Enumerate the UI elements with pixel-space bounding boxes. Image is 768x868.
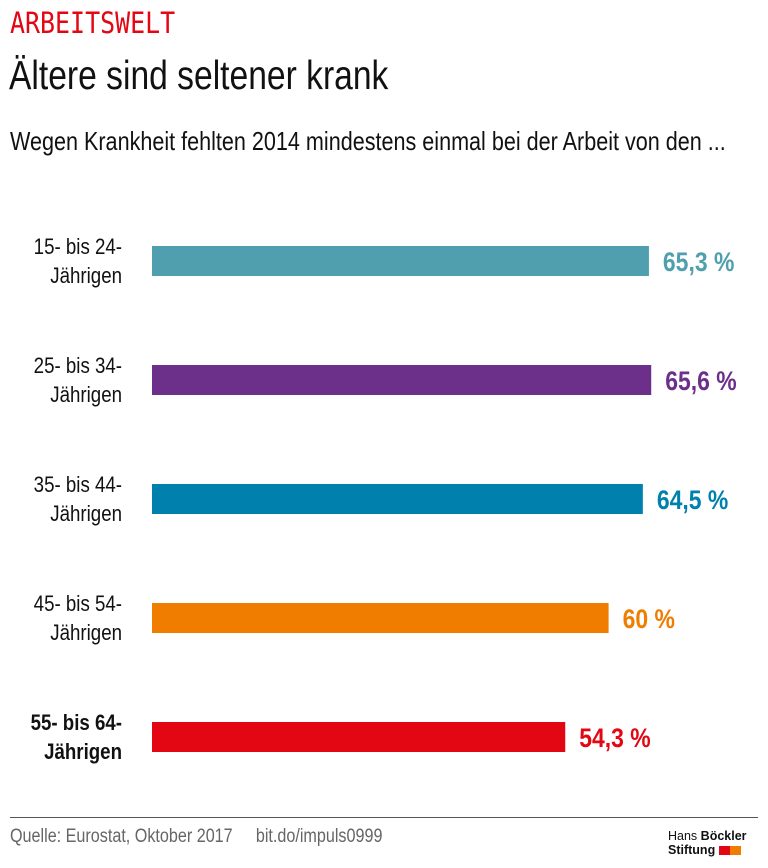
value-label: 54,3 %: [579, 723, 650, 753]
bar: [152, 484, 643, 514]
hans-boeckler-stiftung-logo: Hans Böckler Stiftung: [668, 829, 747, 857]
category-label: 25- bis 34-: [34, 355, 122, 379]
category-label: Jährigen: [50, 265, 122, 289]
bar-chart: 15- bis 24- Jährigen 65,3 % 25- bis 34- Jähr…: [31, 236, 737, 765]
source-text: Quelle: Eurostat, Oktober 2017: [10, 826, 233, 847]
category-label: 45- bis 54-: [34, 593, 122, 617]
logo-red-square: [718, 846, 730, 856]
value-label: 60 %: [623, 604, 675, 634]
kicker: ARBEITSWELT: [10, 6, 176, 40]
value-label: 65,3 %: [663, 247, 734, 277]
category-label: 15- bis 24-: [34, 236, 122, 260]
page-title: Ältere sind seltener krank: [9, 52, 389, 98]
subtitle: Wegen Krankheit fehlten 2014 mindestens …: [10, 126, 726, 156]
logo-orange-square: [729, 846, 741, 856]
category-label: 35- bis 44-: [34, 474, 122, 498]
divider: [10, 817, 758, 818]
source-link[interactable]: bit.do/impuls0999: [255, 826, 383, 847]
bar: [152, 365, 652, 395]
value-label: 64,5 %: [657, 485, 728, 515]
category-label: Jährigen: [50, 384, 122, 408]
bar: [152, 722, 566, 752]
category-label: Jährigen: [50, 622, 122, 646]
value-label: 65,6 %: [665, 366, 736, 396]
logo-hans: Hans: [668, 829, 698, 843]
bar: [152, 246, 649, 276]
category-label: 55- bis 64-: [31, 712, 122, 736]
logo-boeckler: Böckler: [700, 829, 747, 843]
bar: [152, 603, 609, 633]
category-label: Jährigen: [44, 741, 122, 765]
source-line: Quelle: Eurostat, Oktober 2017 bit.do/im…: [10, 826, 401, 848]
logo-stiftung: Stiftung: [668, 843, 716, 857]
category-label: Jährigen: [50, 503, 122, 527]
